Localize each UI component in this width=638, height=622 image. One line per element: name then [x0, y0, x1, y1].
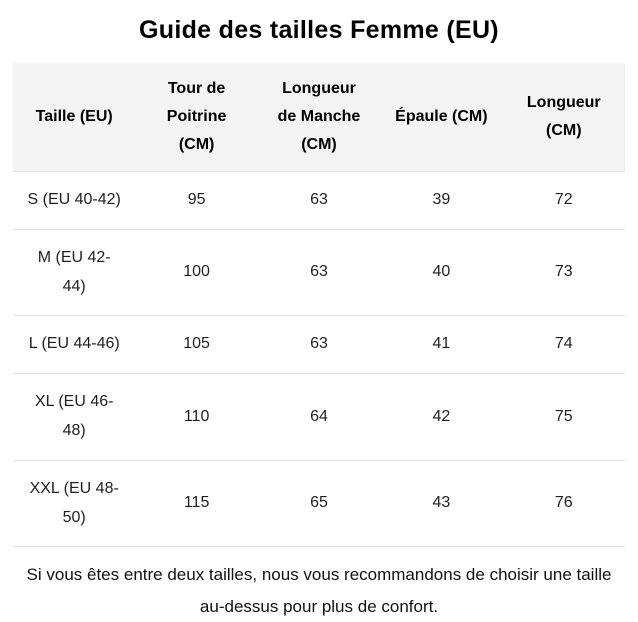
column-header: Longueur (CM) — [502, 63, 625, 172]
column-header: Tour de Poitrine (CM) — [135, 63, 258, 172]
size-label-cell: M (EU 42-44) — [13, 229, 136, 317]
measurement-cell: 40 — [380, 229, 503, 317]
measurement-cell: 39 — [380, 171, 503, 230]
sizing-advice-note: Si vous êtes entre deux tailles, nous vo… — [26, 565, 612, 616]
measurement-cell: 63 — [257, 171, 381, 230]
size-table: Taille (EU) Tour de Poitrine (CM) Longueur… — [13, 63, 625, 548]
measurement-cell: 41 — [380, 315, 503, 375]
table-row: M (EU 42-44) 100 63 40 73 — [13, 229, 625, 317]
column-header: Longueur de Manche (CM) — [257, 63, 381, 172]
size-label-cell: S (EU 40-42) — [13, 171, 136, 230]
measurement-cell: 65 — [257, 460, 381, 548]
table-row: S (EU 40-42) 95 63 39 72 — [13, 171, 625, 230]
page-title: Guide des tailles Femme (EU) — [139, 16, 499, 44]
size-label-cell: XXL (EU 48-50) — [13, 460, 136, 548]
measurement-cell: 63 — [257, 315, 381, 375]
measurement-cell: 115 — [135, 460, 258, 548]
measurement-cell: 95 — [135, 171, 258, 230]
size-label-cell: L (EU 44-46) — [13, 315, 136, 375]
measurement-cell: 72 — [502, 171, 625, 230]
measurement-cell: 74 — [502, 315, 625, 375]
measurement-cell: 105 — [135, 315, 258, 375]
size-label-cell: XL (EU 46-48) — [13, 373, 136, 461]
measurement-cell: 75 — [502, 373, 625, 461]
measurement-cell: 76 — [502, 460, 625, 548]
size-table-body: S (EU 40-42) 95 63 39 72 M (EU 42-44) 100 63 40 7… — [13, 171, 625, 548]
measurement-cell: 64 — [257, 373, 381, 461]
measurement-cell: 73 — [502, 229, 625, 317]
measurement-cell: 43 — [380, 460, 503, 548]
size-guide-page: Guide des tailles Femme (EU) Taille (EU)… — [0, 16, 638, 622]
size-table-head: Taille (EU) Tour de Poitrine (CM) Longueur… — [13, 63, 625, 172]
column-header: Épaule (CM) — [380, 63, 503, 172]
header-row: Taille (EU) Tour de Poitrine (CM) Longueur… — [13, 63, 625, 172]
table-row: XXL (EU 48-50) 115 65 43 76 — [13, 460, 625, 548]
measurement-cell: 110 — [135, 373, 258, 461]
measurement-cell: 63 — [257, 229, 381, 317]
column-header: Taille (EU) — [13, 63, 136, 172]
table-row: L (EU 44-46) 105 63 41 74 — [13, 315, 625, 375]
measurement-cell: 42 — [380, 373, 503, 461]
measurement-cell: 100 — [135, 229, 258, 317]
table-row: XL (EU 46-48) 110 64 42 75 — [13, 373, 625, 461]
